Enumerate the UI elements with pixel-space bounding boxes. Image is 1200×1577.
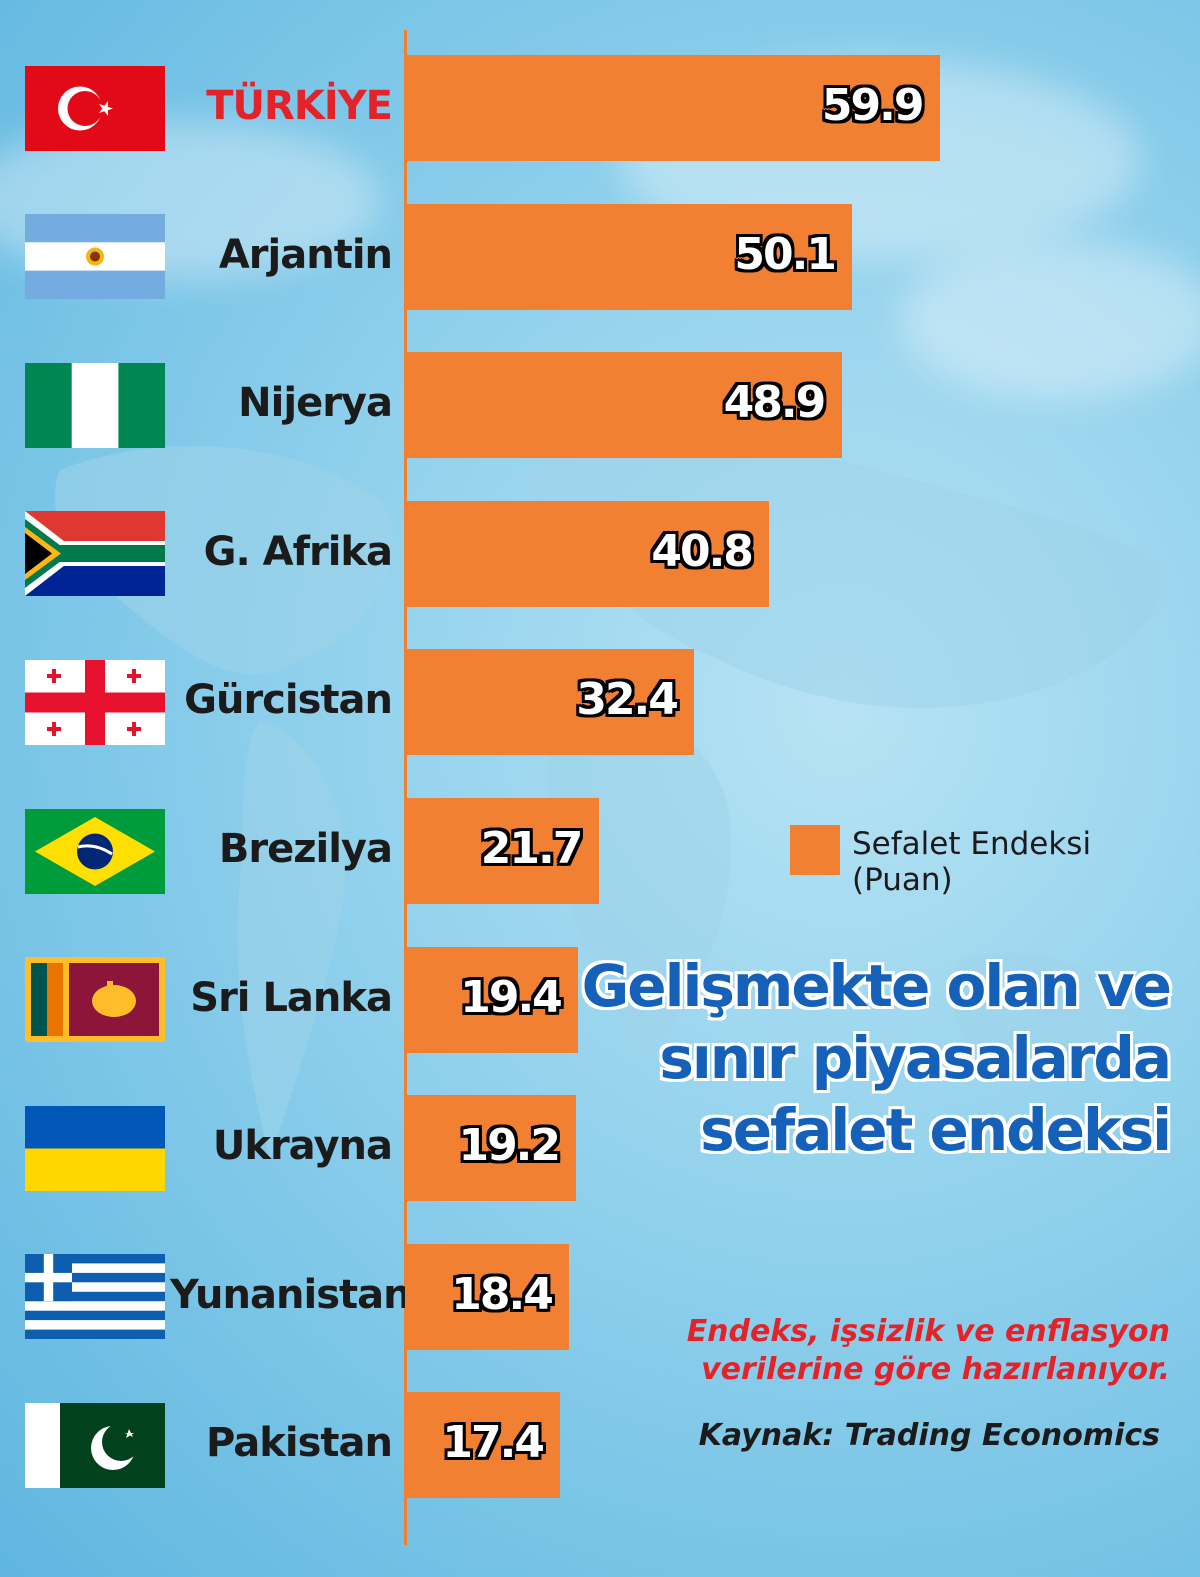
category-label: Nijerya <box>238 380 393 427</box>
bar <box>405 203 853 310</box>
category-label: TÜRKİYE <box>206 83 393 129</box>
georgia-flag-icon <box>25 659 165 745</box>
bar <box>405 798 599 904</box>
bar <box>405 946 579 1053</box>
nigeria-flag-icon <box>25 362 165 448</box>
category-label: Gürcistan <box>184 677 393 724</box>
value-label: 50.1 <box>734 228 837 280</box>
brazil-flag-icon <box>25 808 165 894</box>
value-label: 17.4 <box>442 1417 545 1469</box>
bar <box>405 649 695 756</box>
bar <box>405 55 940 161</box>
value-label: 19.4 <box>460 971 563 1023</box>
south-africa-flag-icon <box>25 511 165 597</box>
category-label: Ukrayna <box>212 1123 393 1170</box>
pakistan-flag-icon <box>25 1402 165 1488</box>
ukraine-flag-icon <box>25 1105 165 1191</box>
value-label: 48.9 <box>723 377 827 429</box>
chart-title: Gelişmekte olan ve sınır piyasalarda sef… <box>581 952 1172 1164</box>
value-label: 21.7 <box>480 823 584 874</box>
cloud-bg <box>900 240 1200 400</box>
value-label: 19.2 <box>458 1120 561 1172</box>
turkey-flag-icon <box>25 65 165 151</box>
bar <box>405 1392 561 1499</box>
legend-label: Sefalet Endeksi (Puan) <box>852 826 1092 898</box>
category-label: Sri Lanka <box>190 974 393 1021</box>
bar <box>405 1243 570 1350</box>
bar <box>405 500 770 607</box>
category-label: Brezilya <box>218 826 393 872</box>
category-label: Pakistan <box>206 1420 393 1467</box>
value-label: 18.4 <box>451 1268 554 1320</box>
greece-flag-icon <box>25 1254 165 1340</box>
sri-lanka-flag-icon <box>25 957 165 1043</box>
category-label: G. Afrika <box>203 528 393 575</box>
bar <box>405 1095 577 1202</box>
category-label: Arjantin <box>218 231 393 278</box>
chart-subtitle: Endeks, işsizlik ve enflasyon verilerine… <box>686 1314 1170 1387</box>
value-label: 32.4 <box>576 674 679 726</box>
legend-swatch <box>790 825 840 875</box>
value-label: 40.8 <box>651 525 754 577</box>
bar <box>405 352 842 459</box>
chart-source: Kaynak: Trading Economics <box>698 1418 1160 1453</box>
axis-line <box>404 30 407 1545</box>
value-label: 59.9 <box>821 80 925 131</box>
category-label: Yunanistan <box>170 1271 412 1318</box>
argentina-flag-icon <box>25 214 165 300</box>
